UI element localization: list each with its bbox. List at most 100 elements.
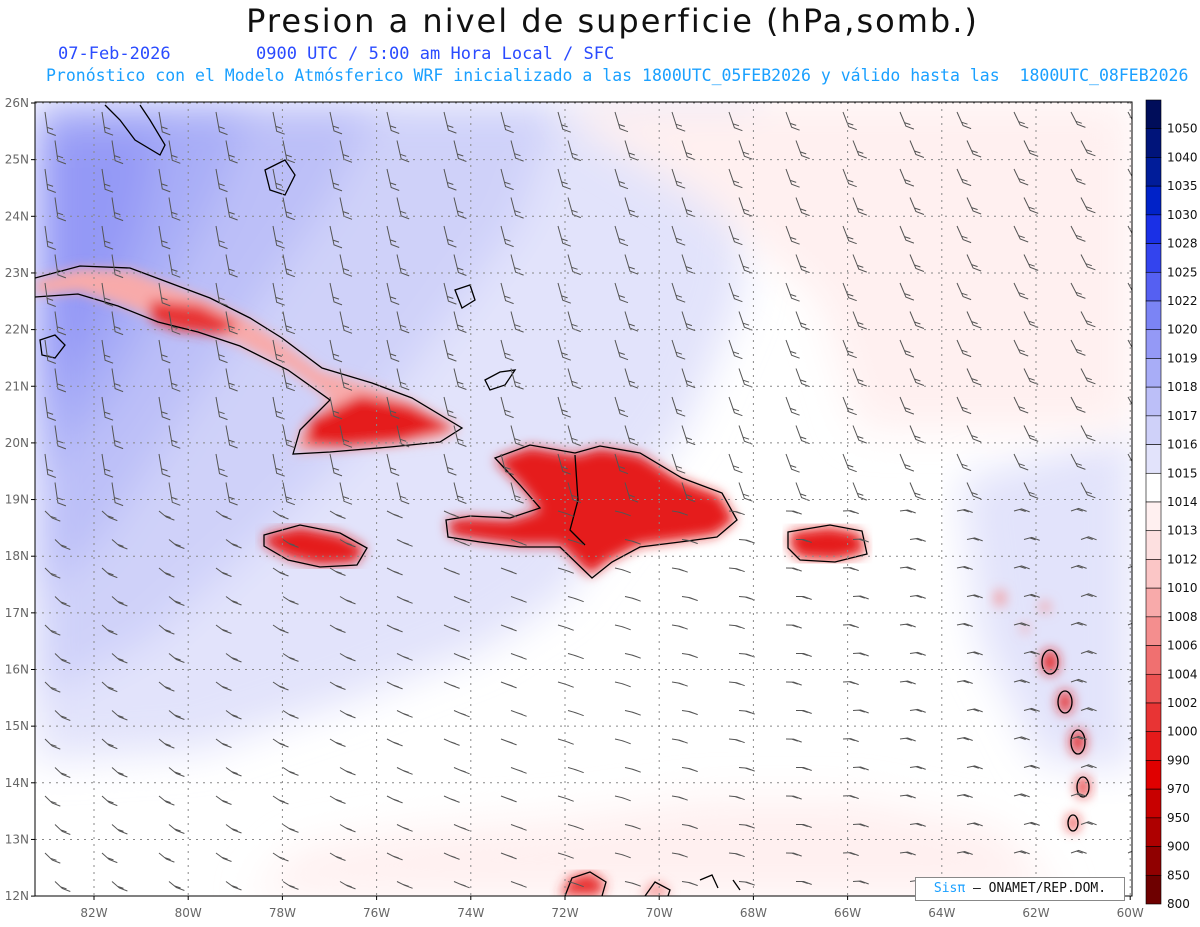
wind-barb [567, 653, 584, 660]
wind-barb [1070, 339, 1086, 356]
wind-barb [44, 111, 56, 136]
colorbar-label: 800 [1167, 897, 1190, 911]
wind-barb [329, 795, 346, 804]
wind-barb [443, 510, 460, 518]
wind-barb [966, 765, 983, 770]
wind-barb [909, 368, 925, 386]
wind-barb [386, 567, 403, 576]
colorbar-swatch [1145, 185, 1162, 216]
wind-barb [966, 368, 982, 386]
wind-barb [1080, 311, 1096, 328]
wind-barb [795, 254, 810, 274]
wind-barb [453, 596, 470, 604]
wind-barb [671, 567, 688, 573]
wind-barb [339, 539, 356, 548]
wind-barb [54, 197, 67, 222]
wind-barb [396, 653, 413, 661]
wind-barb [1013, 282, 1029, 300]
wind-barb [168, 710, 185, 720]
wind-barb [1013, 339, 1029, 357]
wind-barb [1080, 650, 1097, 655]
wind-barb [557, 225, 571, 247]
wind-barb [842, 795, 859, 800]
colorbar-label: 970 [1167, 782, 1190, 796]
wind-barb [956, 339, 972, 358]
wind-barb [282, 197, 295, 221]
lon-label: 76W [363, 906, 390, 920]
wind-barb [111, 311, 124, 336]
wind-barb [510, 311, 524, 333]
lat-label: 18N [5, 549, 29, 563]
lon-label: 62W [1022, 906, 1049, 920]
wind-barb [899, 680, 916, 685]
wind-barb [795, 311, 810, 331]
wind-barb [54, 539, 71, 550]
wind-barb [899, 851, 916, 856]
wind-barb [54, 767, 71, 778]
wind-barb [1080, 707, 1097, 712]
wind-barb [44, 225, 56, 250]
wind-barb [1080, 197, 1096, 214]
colorbar-swatch [1145, 702, 1162, 733]
wind-barb [453, 653, 470, 661]
wind-barb [624, 539, 641, 545]
wind-barb [282, 368, 295, 392]
wind-barb [101, 795, 118, 807]
wind-barb [272, 453, 285, 477]
wind-barb [168, 767, 185, 777]
wind-barb [225, 254, 238, 278]
wind-barb [899, 453, 915, 472]
wind-barb [282, 254, 295, 278]
wind-barb [225, 881, 242, 891]
wind-barb [909, 765, 926, 770]
wind-barbs [44, 111, 1132, 892]
wind-barb [1023, 482, 1039, 499]
colorbar-swatch [1145, 128, 1162, 158]
wind-barb [956, 225, 972, 244]
wind-barb [1127, 622, 1132, 626]
wind-barb [272, 795, 289, 805]
wind-barb [624, 425, 639, 446]
wind-barb [1127, 793, 1132, 797]
wind-barb [728, 282, 743, 303]
wind-barb [510, 767, 527, 774]
wind-barb [728, 624, 745, 630]
wind-barb [225, 311, 238, 335]
wind-barb [785, 681, 802, 686]
wind-barb [215, 624, 232, 634]
wind-barb [852, 368, 867, 387]
wind-barb [329, 168, 343, 192]
wind-barb [614, 225, 629, 247]
wind-barb [1023, 821, 1040, 826]
wind-barb [614, 795, 631, 802]
wind-barb [443, 111, 457, 134]
wind-barb [158, 510, 175, 521]
wind-barb [54, 368, 67, 393]
wind-barb [101, 111, 114, 136]
wind-barb [272, 225, 285, 249]
lon-label: 64W [928, 906, 955, 920]
wind-barb [339, 311, 353, 334]
wind-barb [510, 482, 524, 504]
wind-barb [557, 738, 574, 745]
credit-brand: Sisπ [933, 881, 966, 896]
wind-barb [956, 622, 973, 627]
colorbar-swatch [1145, 99, 1162, 130]
wind-barb [101, 339, 114, 364]
colorbar-label: 950 [1167, 811, 1190, 825]
lat-label: 19N [5, 493, 29, 507]
wind-barb [1080, 368, 1096, 385]
wind-barb [1070, 507, 1087, 512]
wind-barb [795, 140, 810, 160]
wind-barb [567, 710, 584, 717]
wind-barb [101, 624, 118, 636]
wind-barb [225, 824, 242, 834]
wind-barb [54, 824, 71, 835]
wind-barb [671, 795, 688, 801]
wind-barb [225, 539, 242, 549]
wind-barb [681, 425, 696, 446]
wind-barb [1023, 764, 1040, 769]
wind-barb [681, 824, 698, 830]
wind-barb [614, 567, 631, 574]
wind-barb [624, 368, 639, 389]
